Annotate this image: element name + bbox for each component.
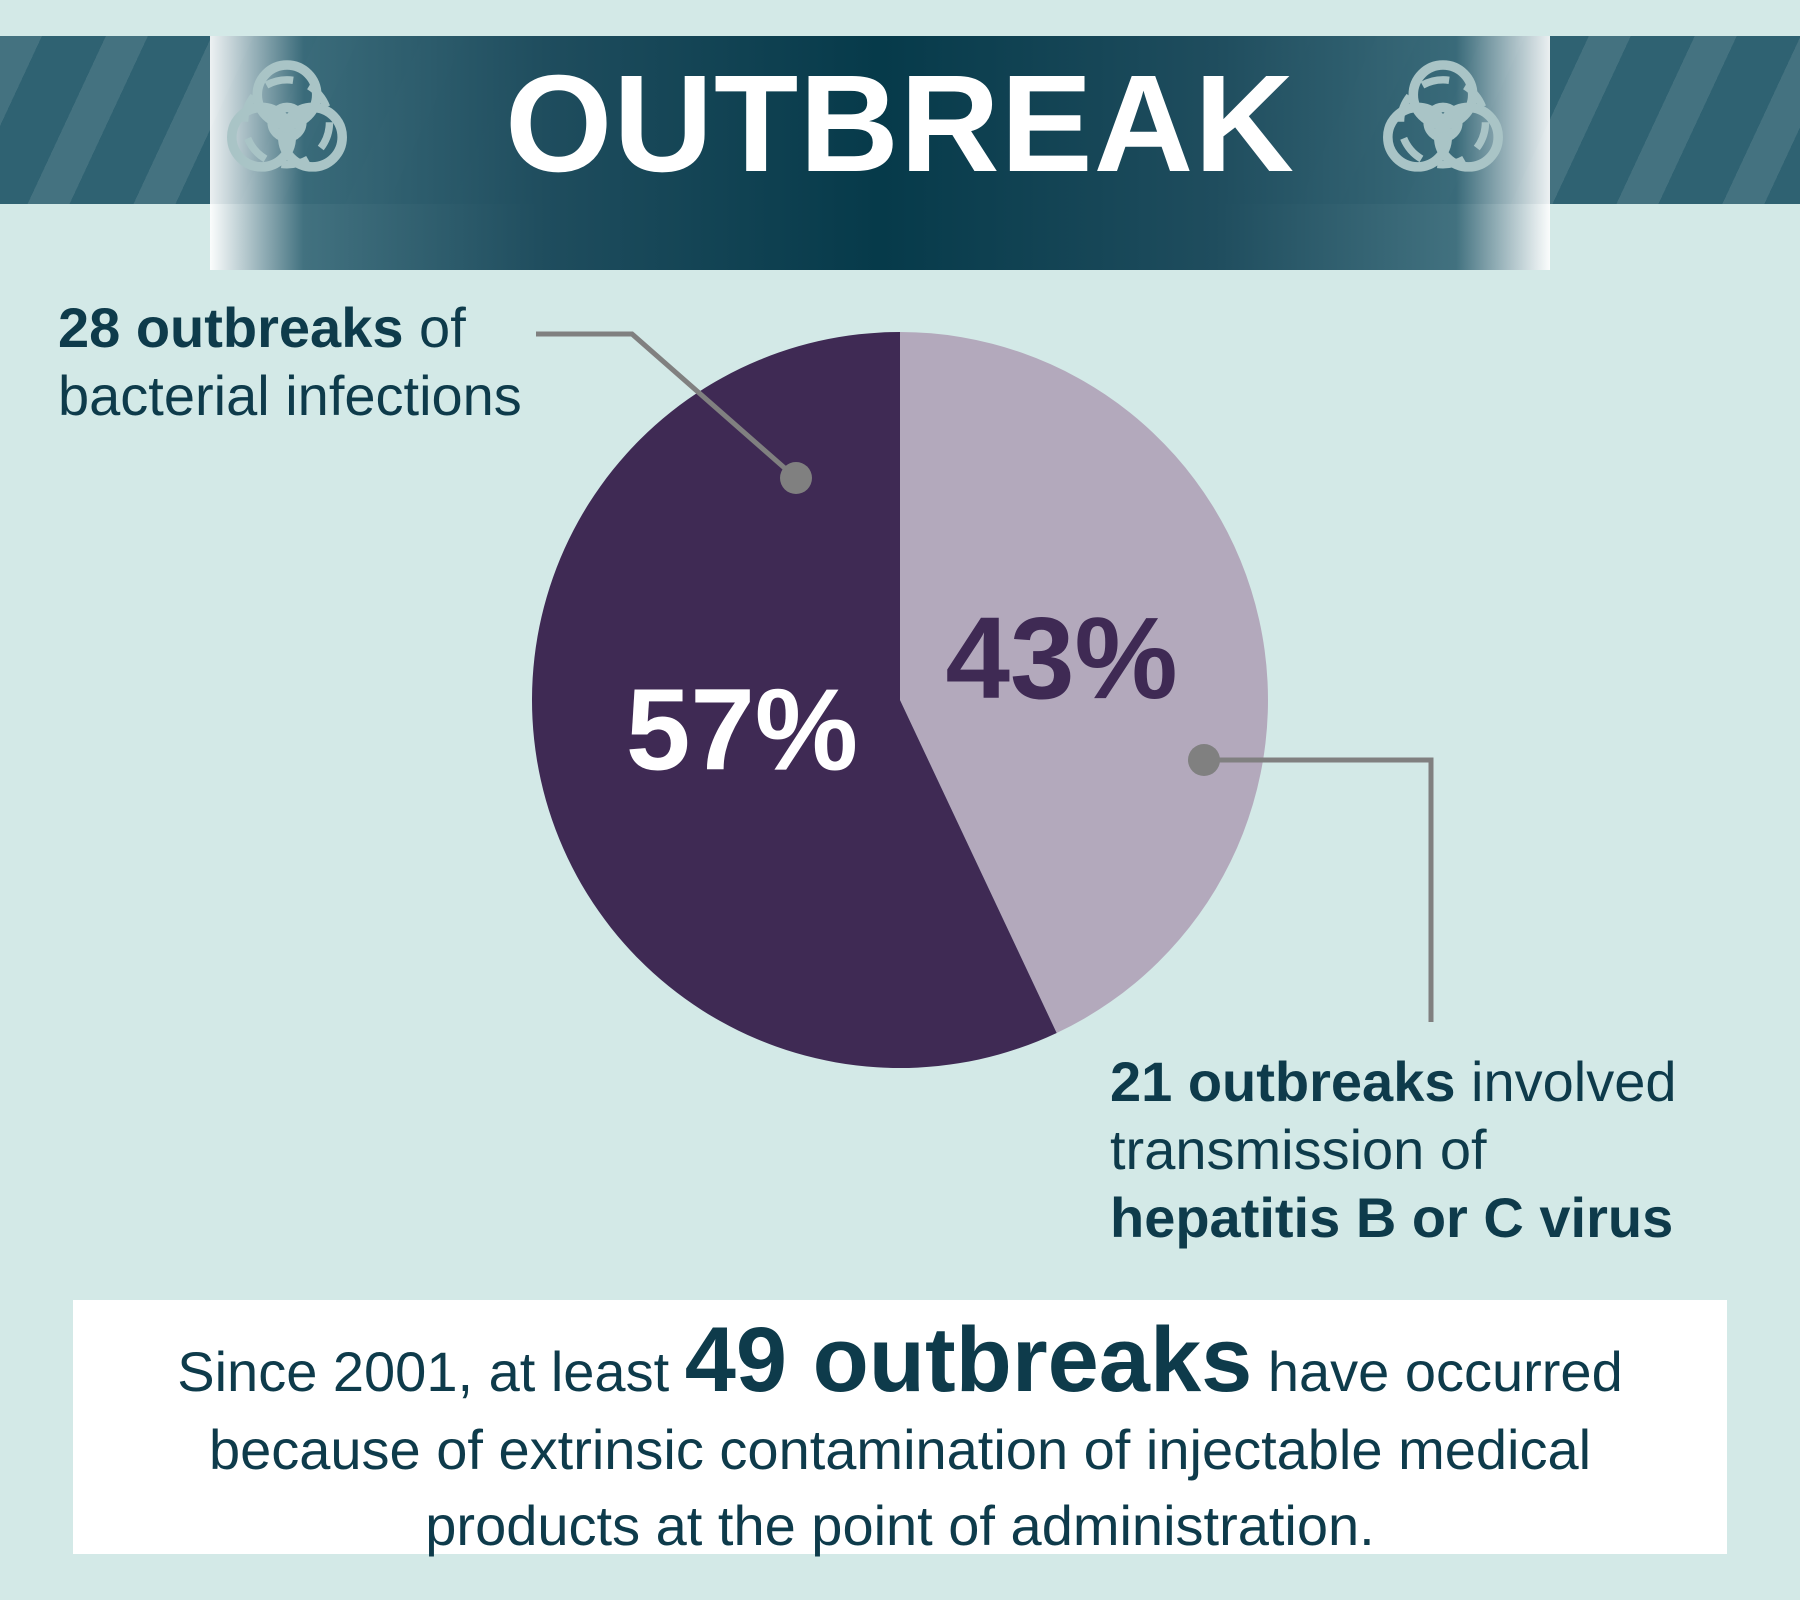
callout-bacterial-rest: of — [403, 296, 466, 359]
callout-hepatitis-line1: 21 outbreaks involved — [1110, 1048, 1677, 1116]
summary-emphasis: 49 outbreaks — [684, 1309, 1253, 1411]
leader-line-bacterial — [536, 331, 798, 480]
summary-line2: because of extrinsic contamination of in… — [208, 1418, 1592, 1481]
callout-bacterial-strong: 28 outbreaks — [58, 296, 404, 359]
summary-box: Since 2001, at least 49 outbreaks have o… — [73, 1300, 1727, 1557]
leader-line-hepatitis — [1204, 757, 1434, 1022]
leader-dot-bacterial — [780, 462, 812, 494]
banner-center-band — [210, 36, 1550, 270]
biohazard-icon — [1383, 60, 1503, 172]
summary-line3: products at the point of administration. — [425, 1494, 1375, 1557]
callout-bacterial: 28 outbreaks of bacterial infections — [58, 294, 522, 430]
callout-hepatitis-strong: 21 outbreaks — [1110, 1050, 1456, 1113]
pie-chart: 43% 57% — [531, 331, 1434, 1068]
callout-hepatitis-rest: involved — [1455, 1050, 1677, 1113]
callout-bacterial-line2: bacterial infections — [58, 364, 522, 427]
pie-label-57: 57% — [626, 664, 858, 794]
biohazard-icon — [227, 60, 347, 172]
callout-hepatitis-line2: transmission of — [1110, 1118, 1487, 1181]
summary-tail: have occurred — [1252, 1340, 1623, 1403]
summary-line1: Since 2001, at least 49 outbreaks have o… — [73, 1314, 1727, 1412]
leader-dot-hepatitis — [1188, 744, 1220, 776]
pie-slice-57 — [531, 332, 1057, 1068]
pie-labels: 43% 57% — [626, 593, 1178, 794]
callout-hepatitis-line3: hepatitis B or C virus — [1110, 1186, 1674, 1249]
pie-label-43: 43% — [946, 593, 1178, 723]
pie-slices — [531, 332, 1268, 1068]
callout-hepatitis: 21 outbreaks involved transmission of he… — [1110, 1048, 1677, 1252]
pie-slice-43 — [900, 332, 1268, 1033]
callout-bacterial-line1: 28 outbreaks of — [58, 294, 522, 362]
summary-lead: Since 2001, at least — [177, 1340, 685, 1403]
page-title: OUTBREAK — [505, 47, 1295, 201]
